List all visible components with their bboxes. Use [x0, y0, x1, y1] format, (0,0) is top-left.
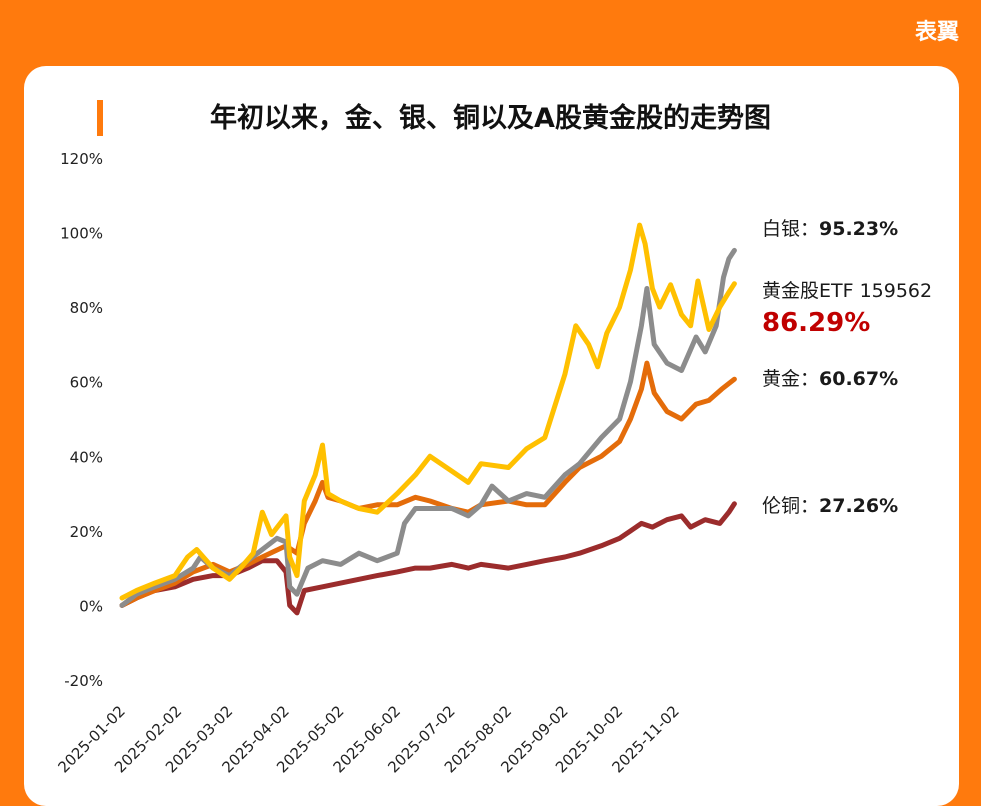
silver-annotation-value: 95.23% [819, 218, 899, 240]
etf-annotation-name: 黄金股ETF 159562 [762, 280, 933, 302]
y-tick-label: 20% [70, 523, 103, 541]
y-tick-label: 60% [70, 374, 103, 392]
chart-card [24, 66, 959, 806]
brand-logo: 表翼 [914, 20, 959, 45]
y-tick-label: 120% [60, 150, 103, 168]
silver-annotation-name: 白银： [762, 218, 820, 240]
series-line [119, 501, 737, 616]
y-tick-label: 80% [70, 299, 103, 317]
copper-annotation: 伦铜：27.26% [762, 491, 898, 518]
etf-annotation: 黄金股ETF 159562 [762, 276, 932, 303]
gold-annotation: 黄金：60.67% [762, 364, 898, 391]
copper-annotation-value: 27.26% [819, 495, 899, 517]
y-tick-label: 40% [70, 448, 103, 466]
series-line [119, 247, 737, 608]
chart-title: 年初以来，金、银、铜以及A股黄金股的走势图 [210, 103, 771, 134]
series-lines [119, 222, 737, 616]
series-line [119, 222, 737, 601]
silver-annotation: 白银：95.23% [762, 214, 898, 241]
etf-annotation-value: 86.29% [762, 308, 871, 338]
y-axis-ticks: -20% 0% 20% 40% 60% 80% 100% 120% [60, 150, 103, 690]
y-tick-label: 0% [79, 597, 103, 615]
gold-annotation-value: 60.67% [819, 368, 899, 390]
title-accent-bar [97, 100, 103, 136]
x-axis-ticks: 2025-01-022025-02-022025-03-022025-04-02… [54, 702, 682, 776]
copper-annotation-name: 伦铜： [762, 495, 820, 517]
y-tick-label: 100% [60, 225, 103, 243]
y-tick-label: -20% [64, 672, 103, 690]
gold-annotation-name: 黄金： [762, 368, 820, 390]
